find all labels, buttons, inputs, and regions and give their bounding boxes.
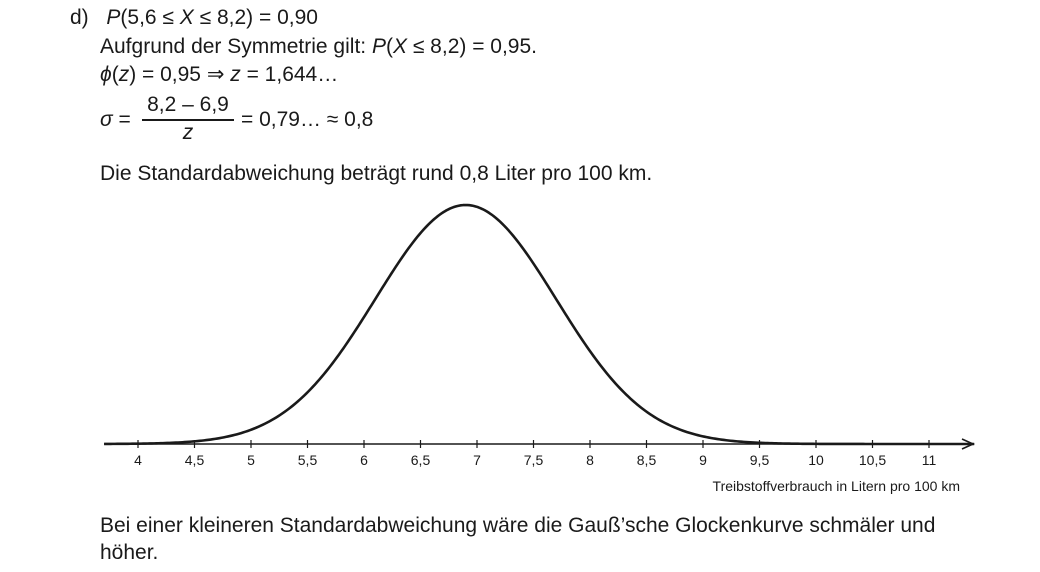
z-variable: z [118,63,130,86]
x-axis-arrow [961,438,975,450]
x-tick-label: 9,5 [750,452,770,468]
x-tick-label: 8,5 [637,452,657,468]
prob-symbol-2: P [371,35,386,58]
symmetry-text: Aufgrund der Symmetrie gilt: [100,35,372,58]
prob-close: ≤ 8,2) = 0,90 [193,6,318,29]
sigma-equals: = [112,108,131,131]
x-tick-label: 5,5 [298,452,318,468]
x-tick-label: 4 [134,452,142,468]
z-result: = 1,644… [240,63,339,86]
fraction-denominator: z [182,121,194,144]
prob-close-2: ≤ 8,2) = 0,95. [406,35,538,58]
phi-open: ( [111,63,119,86]
part-label-line: d) P(5,6 ≤ X ≤ 8,2) = 0,90 [70,5,318,31]
x-tick-label: 10 [808,452,824,468]
random-variable-2: X [392,35,407,58]
x-tick-label: 10,5 [859,452,886,468]
phi-line: ϕ(z) = 0,95 ⇒ z = 1,644… [100,62,338,88]
x-tick-labels: 4 4,5 5 5,5 6 6,5 7 7,5 8 8,5 9 9,5 10 10,5 11 [134,452,936,468]
sigma-result: = 0,79… ≈ 0,8 [241,108,374,131]
bell-curve [104,203,975,446]
prob-open: (5,6 ≤ [120,6,180,29]
sigma-fraction: 8,2 – 6,9 z [140,92,236,144]
x-tick-label: 6 [360,452,368,468]
final-text-line-2: höher. [100,541,159,564]
x-tick-label: 6,5 [411,452,431,468]
sigma-lhs: σ = [100,107,131,133]
fraction-numerator: 8,2 – 6,9 [147,93,229,116]
random-variable: X [179,6,194,29]
x-tick-label: 7 [473,452,481,468]
prob-open-2: ( [385,35,393,58]
x-tick-label: 4,5 [185,452,205,468]
x-tick-label: 5 [247,452,255,468]
x-tick-label: 11 [922,452,937,468]
final-text-line-1: Bei einer kleineren Standardabweichung w… [100,514,936,537]
x-ticks [137,440,930,448]
symmetry-line: Aufgrund der Symmetrie gilt: P(X ≤ 8,2) … [100,34,537,60]
conclusion-text: Die Standardabweichung beträgt rund 0,8 … [100,162,653,185]
phi-middle: ) = 0,95 ⇒ [129,63,231,86]
prob-symbol: P [106,6,121,29]
x-tick-label: 8 [586,452,594,468]
fraction-bar [142,119,234,121]
x-tick-label: 7,5 [524,452,544,468]
part-label: d) [70,6,89,29]
sigma-symbol: σ [100,108,113,131]
z-variable-2: z [230,63,241,86]
phi-symbol: ϕ [100,63,112,86]
x-axis-caption: Treibstoffverbrauch in Litern pro 100 km [713,478,960,494]
x-tick-label: 9 [699,452,707,468]
